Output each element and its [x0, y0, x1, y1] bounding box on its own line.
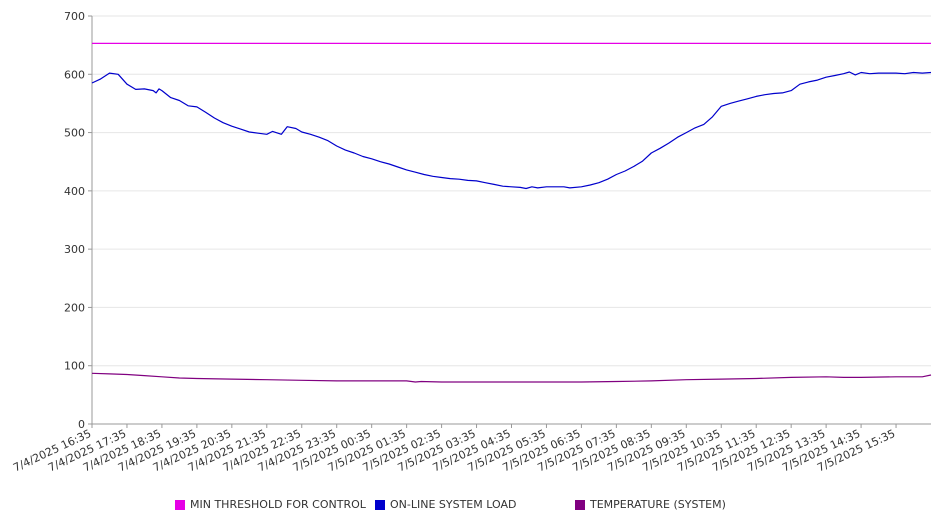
- y-tick-label-300: 300: [64, 243, 85, 256]
- legend-swatch-system-load: [375, 499, 385, 510]
- series-line-2: [91, 372, 932, 383]
- legend-label-system-load: ON-LINE SYSTEM LOAD: [390, 498, 517, 511]
- y-tick-label-100: 100: [64, 360, 85, 373]
- legend-swatch-temperature: [575, 499, 585, 510]
- y-tick-label-600: 600: [64, 68, 85, 81]
- legend: MIN THRESHOLD FOR CONTROL ON-LINE SYSTEM…: [0, 498, 946, 514]
- legend-item-min-threshold[interactable]: MIN THRESHOLD FOR CONTROL: [175, 498, 366, 511]
- y-tick-label-500: 500: [64, 127, 85, 140]
- legend-label-min-threshold: MIN THRESHOLD FOR CONTROL: [190, 498, 366, 511]
- y-tick-label-400: 400: [64, 185, 85, 198]
- y-tick-labels: 0 100 200 300 400 500 600 700: [64, 10, 85, 431]
- axes: [88, 15, 931, 428]
- y-tick-label-0: 0: [78, 418, 85, 431]
- legend-swatch-min-threshold: [175, 499, 185, 510]
- legend-label-temperature: TEMPERATURE (SYSTEM): [590, 498, 726, 511]
- series-line-1: [91, 71, 932, 190]
- legend-item-system-load[interactable]: ON-LINE SYSTEM LOAD: [375, 498, 516, 511]
- grid-lines: [92, 15, 931, 425]
- x-tick-labels: 7/4/2025 16:357/4/2025 17:357/4/2025 18:…: [11, 427, 897, 475]
- y-tick-label-700: 700: [64, 10, 85, 23]
- y-tick-label-200: 200: [64, 301, 85, 314]
- series-layer: [91, 42, 932, 383]
- legend-item-temperature[interactable]: TEMPERATURE (SYSTEM): [575, 498, 726, 511]
